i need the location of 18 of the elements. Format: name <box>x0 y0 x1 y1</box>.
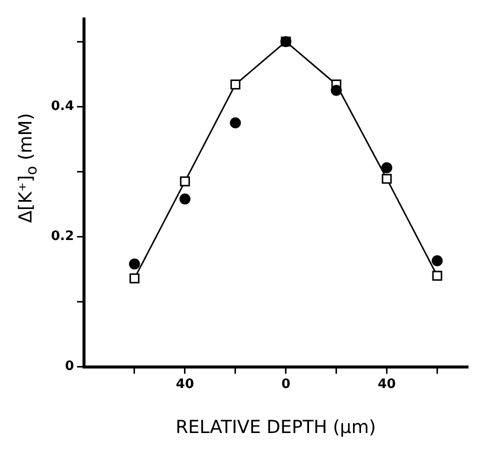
x-tick-label: 40 <box>378 376 396 392</box>
x-axis-title: RELATIVE DEPTH (µm) <box>176 416 376 438</box>
point <box>381 162 392 174</box>
x-tick-label: 0 <box>281 376 290 392</box>
point <box>128 258 140 270</box>
point <box>330 84 342 96</box>
point <box>230 80 240 90</box>
y-tick-label: 0.2 <box>51 229 74 244</box>
point <box>382 174 392 184</box>
point <box>230 117 241 128</box>
x-tick-label: 40 <box>176 376 194 392</box>
point <box>432 255 443 266</box>
point <box>432 270 442 281</box>
point <box>179 193 190 204</box>
point <box>180 176 190 186</box>
y-tick-label: 0.4 <box>51 98 74 114</box>
point <box>129 273 140 284</box>
y-tick-label: 0 <box>64 359 74 374</box>
